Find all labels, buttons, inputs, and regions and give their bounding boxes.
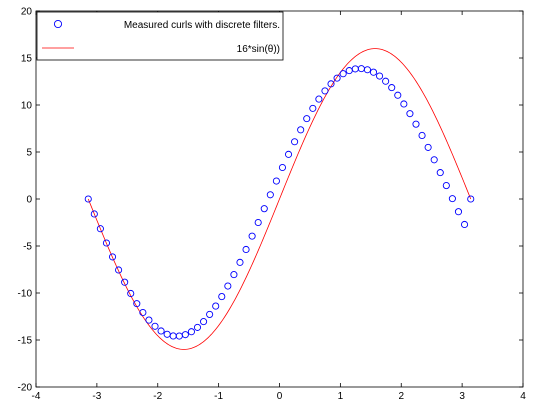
legend: Measured curls with discrete filters. 16… — [36, 11, 284, 61]
data-point — [145, 316, 153, 324]
data-point — [448, 195, 456, 203]
data-point — [96, 225, 104, 233]
data-point — [108, 253, 117, 261]
data-point — [236, 258, 244, 266]
y-tick-label: 10 — [21, 101, 33, 112]
sine-curve-line — [87, 48, 472, 350]
data-point — [406, 110, 414, 118]
data-point — [321, 87, 329, 95]
y-tick-label: -20 — [18, 383, 33, 394]
data-point — [200, 318, 208, 326]
data-point — [193, 323, 202, 331]
data-point — [339, 70, 347, 78]
data-point — [102, 239, 111, 247]
data-point — [418, 131, 426, 140]
data-point — [181, 331, 189, 339]
data-point — [248, 232, 256, 240]
data-point — [412, 120, 420, 128]
data-point — [303, 115, 311, 123]
x-tick-label: -2 — [153, 391, 162, 402]
data-point — [242, 245, 250, 254]
data-point — [278, 163, 287, 172]
data-point — [369, 68, 378, 76]
data-point — [133, 300, 141, 308]
data-point — [224, 282, 232, 290]
data-point — [388, 84, 396, 92]
data-point — [315, 95, 323, 103]
data-point — [163, 330, 171, 338]
data-point — [115, 266, 123, 274]
data-point — [272, 177, 280, 185]
legend-marker-measured — [53, 19, 63, 29]
x-tick-label: -1 — [214, 391, 223, 402]
data-point — [424, 143, 432, 151]
data-point — [212, 302, 220, 310]
data-point — [260, 205, 268, 213]
x-axis: -4 -3 -2 -1 0 1 2 3 4 — [32, 11, 526, 402]
data-point — [442, 182, 450, 190]
x-tick-label: 0 — [277, 391, 283, 402]
y-tick-label: -5 — [23, 242, 32, 253]
data-point — [345, 67, 353, 75]
x-tick-label: 2 — [398, 391, 404, 402]
data-point — [90, 210, 98, 218]
data-point — [327, 80, 335, 88]
legend-box — [36, 11, 284, 61]
data-point — [333, 74, 341, 82]
x-tick-label: 3 — [459, 391, 465, 402]
data-point — [363, 66, 371, 74]
legend-label-sine: 16*sin(θ)) — [237, 44, 280, 55]
x-tick-label: 4 — [520, 391, 526, 402]
data-point — [139, 308, 147, 317]
measured-points-series — [84, 65, 475, 340]
data-point — [436, 169, 444, 177]
data-point — [351, 65, 359, 73]
data-point — [187, 328, 195, 336]
data-point — [175, 332, 183, 340]
data-point — [357, 65, 365, 73]
x-tick-label: -4 — [32, 391, 41, 402]
y-tick-label: 0 — [26, 195, 32, 206]
data-point — [460, 220, 469, 229]
data-point — [291, 138, 299, 146]
data-point — [467, 195, 475, 203]
data-point — [206, 310, 214, 318]
legend-label-measured: Measured curls with discrete filters. — [124, 20, 280, 31]
data-point — [151, 322, 159, 330]
y-tick-label: 5 — [26, 148, 32, 159]
data-point — [400, 100, 408, 108]
data-point — [266, 191, 274, 199]
data-point — [169, 332, 177, 340]
y-axis: -20 -15 -10 -5 0 5 10 15 20 — [18, 7, 523, 394]
data-point — [430, 156, 438, 164]
data-point — [218, 293, 226, 301]
y-tick-label: -10 — [18, 289, 33, 300]
data-point — [297, 126, 305, 134]
y-tick-label: 15 — [21, 54, 33, 65]
data-point — [309, 104, 317, 112]
x-tick-label: 1 — [338, 391, 344, 402]
data-point — [284, 150, 293, 158]
data-point — [254, 218, 262, 227]
y-tick-label: 20 — [21, 7, 33, 18]
data-point — [84, 195, 92, 203]
data-point — [230, 271, 238, 279]
data-point — [157, 327, 165, 335]
y-tick-label: -15 — [18, 336, 33, 347]
x-tick-label: -3 — [92, 391, 101, 402]
data-point — [454, 208, 463, 216]
sine-curve-series — [87, 48, 472, 350]
data-point — [127, 289, 135, 298]
data-point — [382, 77, 390, 85]
data-point — [394, 91, 402, 99]
data-point — [121, 278, 129, 286]
data-point — [376, 72, 384, 80]
